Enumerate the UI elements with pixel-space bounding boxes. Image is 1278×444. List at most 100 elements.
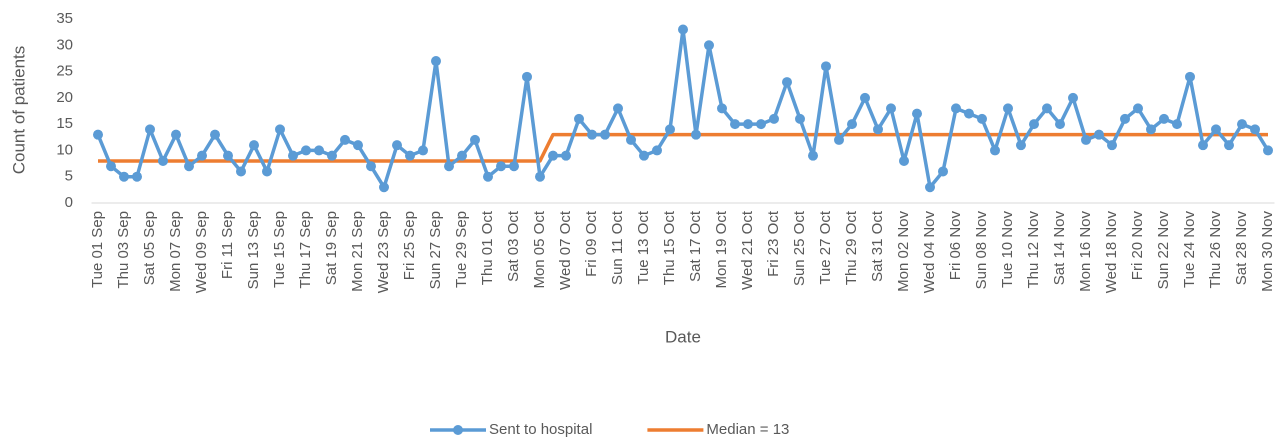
x-tick-label: Wed 04 Nov xyxy=(921,211,938,294)
x-tick-label: Thu 29 Oct xyxy=(843,210,860,285)
x-tick-label: Fri 06 Nov xyxy=(947,211,964,281)
x-tick-label: Sat 31 Oct xyxy=(869,210,886,282)
data-point xyxy=(600,129,610,140)
data-point xyxy=(743,119,753,130)
x-tick-label: Fri 25 Sep xyxy=(401,211,418,280)
x-tick-label: Sat 05 Sep xyxy=(141,211,158,285)
data-point xyxy=(171,129,181,140)
data-point xyxy=(223,150,233,161)
x-tick-label: Sat 17 Oct xyxy=(687,210,704,282)
data-point xyxy=(444,161,454,172)
data-point xyxy=(756,119,766,130)
x-tick-label: Sun 22 Nov xyxy=(1155,211,1172,290)
data-point xyxy=(730,119,740,130)
data-point xyxy=(301,145,311,156)
data-point xyxy=(977,113,987,124)
data-point xyxy=(457,150,467,161)
x-tick-label: Sat 28 Nov xyxy=(1233,211,1250,286)
data-point xyxy=(821,61,831,72)
data-point xyxy=(847,119,857,130)
data-point xyxy=(184,161,194,172)
data-point xyxy=(1146,124,1156,135)
data-point xyxy=(158,155,168,166)
x-tick-label: Thu 17 Sep xyxy=(297,211,314,289)
data-point xyxy=(652,145,662,156)
x-tick-label: Tue 01 Sep xyxy=(89,211,106,288)
data-point xyxy=(665,124,675,135)
data-point xyxy=(1016,140,1026,151)
data-point xyxy=(678,24,688,35)
data-point xyxy=(704,40,714,51)
x-tick-label: Thu 03 Sep xyxy=(115,211,132,289)
data-point xyxy=(899,155,909,166)
data-point xyxy=(405,150,415,161)
data-point xyxy=(1263,145,1273,156)
x-tick-label: Thu 15 Oct xyxy=(661,210,678,285)
x-tick-label: Mon 21 Sep xyxy=(349,211,366,292)
data-point xyxy=(1211,124,1221,135)
x-tick-label: Tue 10 Nov xyxy=(999,211,1016,288)
x-tick-label: Sun 27 Sep xyxy=(427,211,444,289)
data-point xyxy=(1224,140,1234,151)
data-point xyxy=(106,161,116,172)
data-point xyxy=(145,124,155,135)
data-point xyxy=(873,124,883,135)
data-point xyxy=(964,108,974,119)
data-point xyxy=(340,134,350,145)
data-point xyxy=(1029,119,1039,130)
x-tick-label: Mon 02 Nov xyxy=(895,211,912,292)
series-line xyxy=(98,132,1268,163)
x-tick-label: Mon 16 Nov xyxy=(1077,211,1094,292)
data-point xyxy=(1185,71,1195,82)
x-tick-label: Thu 12 Nov xyxy=(1025,211,1042,289)
legend-label: Median = 13 xyxy=(706,421,789,438)
data-point xyxy=(470,134,480,145)
data-point xyxy=(1081,134,1091,145)
data-point xyxy=(1120,113,1130,124)
y-tick-label: 10 xyxy=(56,141,73,158)
data-point xyxy=(990,145,1000,156)
x-tick-label: Tue 27 Oct xyxy=(817,210,834,284)
data-point xyxy=(236,166,246,177)
data-point xyxy=(639,150,649,161)
x-tick-label: Wed 18 Nov xyxy=(1103,211,1120,294)
x-tick-label: Sat 14 Nov xyxy=(1051,211,1068,286)
x-tick-label: Wed 23 Sep xyxy=(375,211,392,293)
data-point xyxy=(483,171,493,182)
data-point xyxy=(379,182,389,193)
x-tick-label: Mon 07 Sep xyxy=(167,211,184,292)
x-tick-label: Wed 07 Oct xyxy=(557,210,574,290)
x-tick-label: Fri 11 Sep xyxy=(219,211,236,279)
data-point xyxy=(509,161,519,172)
data-point xyxy=(418,145,428,156)
series-line xyxy=(96,27,1270,189)
x-tick-label: Tue 13 Oct xyxy=(635,210,652,284)
data-point xyxy=(197,150,207,161)
data-point xyxy=(795,113,805,124)
data-point xyxy=(1094,129,1104,140)
data-point xyxy=(210,129,220,140)
data-point xyxy=(392,140,402,151)
data-point xyxy=(262,166,272,177)
x-tick-label: Fri 09 Oct xyxy=(583,210,600,277)
data-point xyxy=(93,129,103,140)
data-point xyxy=(522,71,532,82)
data-point xyxy=(314,145,324,156)
data-point xyxy=(925,182,935,193)
data-point xyxy=(561,150,571,161)
data-point xyxy=(496,161,506,172)
data-point xyxy=(119,171,129,182)
y-axis-title: Count of patients xyxy=(9,46,28,175)
data-point xyxy=(860,92,870,103)
x-tick-label: Tue 24 Nov xyxy=(1181,211,1198,288)
data-point xyxy=(548,150,558,161)
data-point xyxy=(327,150,337,161)
data-point xyxy=(834,134,844,145)
y-tick-label: 20 xyxy=(56,89,73,106)
data-point xyxy=(1250,124,1260,135)
data-point xyxy=(132,171,142,182)
x-axis-title: Date xyxy=(665,327,701,346)
y-tick-label: 25 xyxy=(56,63,73,80)
